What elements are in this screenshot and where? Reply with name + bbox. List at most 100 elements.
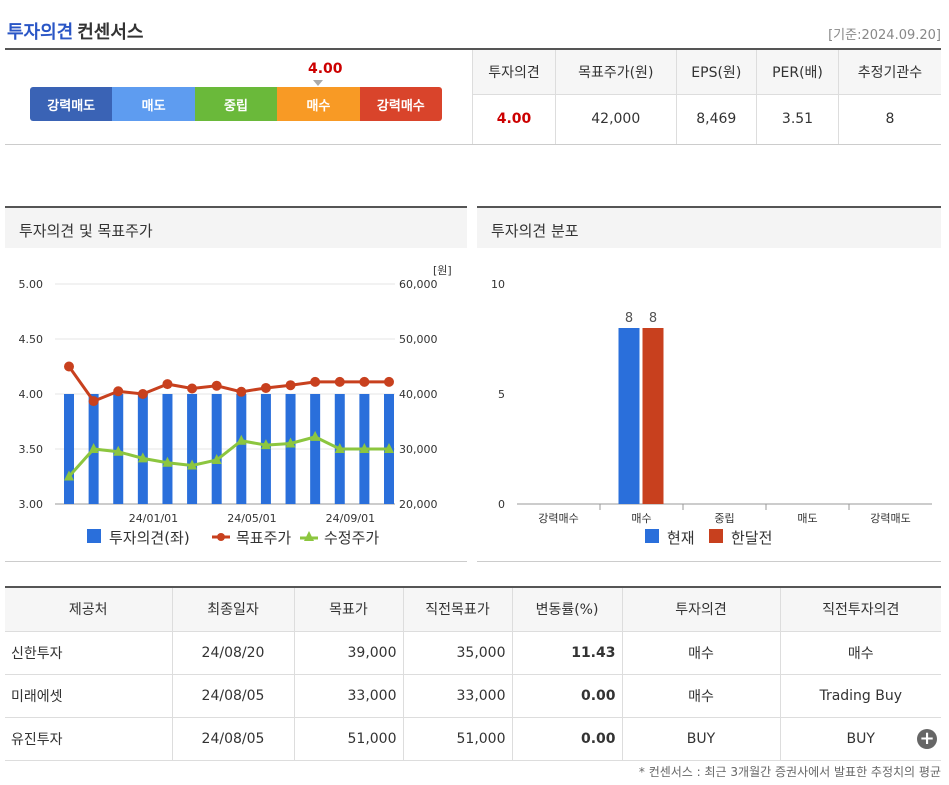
y-right-tick: 20,000: [399, 498, 438, 511]
legend-label: 목표주가: [236, 529, 291, 547]
adjusted-price-point: [211, 454, 222, 464]
y-tick: 5: [498, 388, 505, 401]
right-panel-title: 투자의견 분포: [477, 206, 941, 248]
gauge-strong-buy: 강력매수: [359, 87, 442, 121]
opinion-target-price-chart: 5.00 4.50 4.00 3.50 3.00 60,000 50,000 40,000 30…: [19, 264, 452, 547]
y-left-tick: 5.00: [19, 278, 44, 291]
cell-opinion: 매수: [621, 631, 780, 675]
cell-prev-target: 33,000: [402, 674, 512, 718]
adjusted-price-point: [162, 456, 173, 467]
legend-swatch: [709, 529, 723, 543]
legend-swatch: [645, 529, 659, 543]
cell-opinion: 매수: [621, 674, 780, 718]
opinion-bar: [64, 394, 74, 504]
left-panel-title: 투자의견 및 목표주가: [5, 206, 467, 248]
cell-change-rate: 0.00: [511, 674, 622, 718]
target-price-point: [137, 389, 148, 399]
opinion-bar: [211, 394, 222, 504]
y-left-tick: 3.50: [19, 443, 44, 456]
gauge-pointer-icon: [313, 80, 323, 86]
target-price-point: [310, 376, 321, 387]
target-price-point: [236, 386, 247, 397]
target-price-point: [88, 396, 99, 407]
legend-swatch: [87, 529, 101, 543]
cell-prev-opinion: 매수: [779, 631, 941, 675]
adjusted-price-point: [260, 439, 271, 450]
opinion-bar: [162, 394, 173, 504]
opinion-bar: [285, 394, 296, 504]
base-date: [기준:2024.09.20]: [828, 28, 941, 43]
column-header: 직전투자의견: [779, 586, 941, 632]
adjusted-price-point: [236, 434, 247, 445]
column-header: 최종일자: [171, 586, 294, 632]
x-tick: 매수: [631, 512, 651, 525]
gauge-sell: 매도: [112, 87, 195, 121]
target-price-point: [260, 382, 271, 393]
target-price-point: [334, 376, 345, 387]
cell-change-rate: 11.43: [511, 631, 622, 675]
target-price-point: [162, 379, 173, 390]
column-header: 변동률(%): [511, 586, 622, 632]
y-right-unit: [원]: [433, 264, 452, 277]
cell-target: 33,000: [293, 674, 403, 718]
adjusted-price-point: [113, 445, 124, 456]
more-plus-icon[interactable]: +: [917, 729, 937, 749]
opinion-bar: [310, 394, 321, 504]
opinion-bar: [187, 394, 198, 504]
y-tick: 0: [498, 498, 505, 511]
summary-eps: 8,469: [675, 94, 757, 144]
right-panel: 10 5 0 강력매수 매수 8 8 중립 매도 강력매도 현재 한달전: [477, 248, 941, 562]
y-right-tick: 30,000: [399, 443, 438, 456]
x-tick: 매도: [797, 512, 817, 525]
x-tick: 24/01/01: [129, 512, 178, 525]
legend-swatch: [217, 533, 225, 541]
opinion-gauge: 강력매도 매도 중립 매수 강력매수: [30, 87, 442, 121]
table-row: 미래에셋 24/08/05 33,000 33,000 0.00 매수 Trad…: [5, 674, 941, 718]
column-header: 직전목표가: [402, 586, 512, 632]
cell-target: 51,000: [293, 717, 403, 761]
target-price-point: [187, 383, 198, 394]
data-label: 8: [625, 311, 633, 326]
divider: [5, 48, 941, 50]
legend-label: 한달전: [731, 529, 772, 547]
target-price-point: [384, 376, 394, 387]
legend-swatch: [304, 531, 314, 541]
cell-change-rate: 0.00: [511, 717, 622, 761]
summary-header: PER(배): [756, 50, 839, 95]
table-row: 유진투자 24/08/05 51,000 51,000 0.00 BUY BUY: [5, 717, 941, 761]
summary-table: 투자의견 목표주가(원) EPS(원) PER(배) 추정기관수 4.00 42…: [472, 50, 941, 144]
legend-label: 수정주가: [324, 529, 379, 547]
current-bar: [618, 328, 640, 504]
adjusted-price-point: [359, 443, 370, 453]
summary-target-price: 42,000: [554, 94, 677, 144]
column-header: 투자의견: [621, 586, 780, 632]
summary-header: EPS(원): [675, 50, 757, 95]
month-ago-bar: [642, 328, 664, 504]
target-price-point: [359, 376, 370, 387]
adjusted-price-point: [64, 470, 74, 481]
summary-header: 투자의견: [472, 50, 556, 95]
x-tick: 강력매수: [538, 512, 578, 525]
x-tick: 강력매도: [870, 512, 910, 525]
cell-target: 39,000: [293, 631, 403, 675]
y-left-tick: 3.00: [19, 498, 44, 511]
legend-label: 투자의견(좌): [109, 529, 190, 547]
cell-date: 24/08/05: [171, 717, 294, 761]
legend-label: 현재: [667, 529, 695, 547]
y-right-tick: 40,000: [399, 388, 438, 401]
cell-provider: 유진투자: [5, 717, 172, 761]
summary-header: 목표주가(원): [554, 50, 677, 95]
table-row: 신한투자 24/08/20 39,000 35,000 11.43 매수 매수: [5, 631, 941, 675]
target-price-point: [64, 361, 74, 372]
provider-table: 제공처 최종일자 목표가 직전목표가 변동률(%) 투자의견 직전투자의견 신한…: [5, 586, 941, 761]
footnote: * 컨센서스 : 최근 3개월간 증권사에서 발표한 추정치의 평균: [638, 765, 941, 779]
x-tick: 24/05/01: [227, 512, 276, 525]
opinion-bar: [236, 394, 247, 504]
gauge-neutral: 중립: [194, 87, 278, 121]
left-panel: 5.00 4.50 4.00 3.50 3.00 60,000 50,000 40,000 30…: [5, 248, 467, 562]
adjusted-price-point: [334, 443, 345, 453]
cell-opinion: BUY: [621, 717, 780, 761]
title-investment-opinion: 투자의견: [7, 22, 74, 43]
gauge-strong-sell: 강력매도: [30, 87, 113, 121]
